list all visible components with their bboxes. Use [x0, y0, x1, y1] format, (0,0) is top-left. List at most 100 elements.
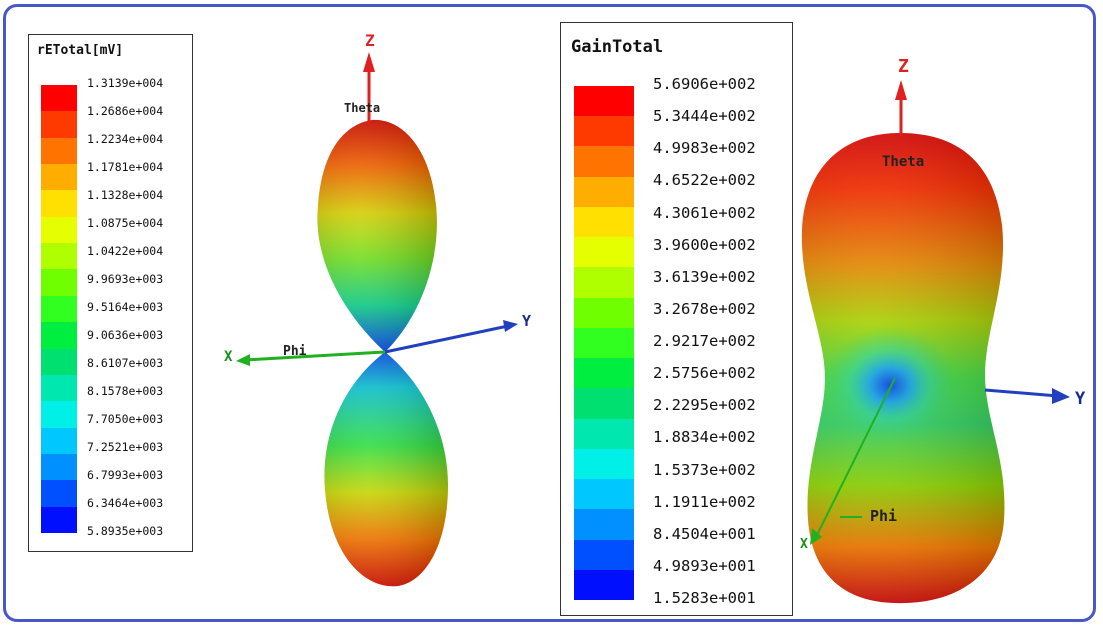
y-axis-line: [384, 324, 509, 354]
colorbar-swatch: [574, 86, 634, 117]
colorbar-swatch: [41, 480, 77, 508]
legend-tick-label: 3.6139e+002: [653, 267, 756, 286]
retotal-axes: Z Theta Y X Phi: [224, 31, 531, 366]
colorbar-swatch: [574, 116, 634, 147]
colorbar-swatch: [574, 206, 634, 238]
colorbar-swatch: [41, 322, 77, 350]
legend-tick-label: 5.6906e+002: [653, 75, 756, 93]
legend-tick-label: 7.7050e+003: [87, 412, 164, 426]
legend-tick-label: 1.0422e+004: [87, 244, 164, 258]
colorbar-swatch: [41, 506, 77, 534]
colorbar-swatch: [41, 190, 77, 218]
legend-tick-label: 1.2234e+004: [87, 132, 164, 146]
colorbar-swatch: [574, 297, 634, 329]
colorbar-swatch: [41, 427, 77, 455]
colorbar-swatch: [41, 348, 77, 376]
legend-tick-label: 1.8834e+002: [653, 428, 756, 447]
legend-tick-label: 1.5373e+002: [653, 460, 756, 479]
colorbar-swatch: [574, 418, 634, 450]
y-axis-label: Y: [1075, 389, 1086, 409]
legend-tick-label: 6.7993e+003: [87, 468, 164, 482]
colorbar-swatch: [574, 448, 634, 480]
y-axis-arrow: [1052, 388, 1070, 404]
colorbar: [574, 86, 634, 601]
colorbar: [41, 85, 77, 534]
colorbar-swatch: [574, 146, 634, 178]
x-axis-line: [816, 377, 896, 536]
colorbar-swatch: [574, 358, 634, 389]
legend-gaintotal: GainTotal 5.6906e+002 5.3444e+002 4.9983e+…: [560, 22, 793, 616]
colorbar-swatch: [41, 269, 77, 297]
legend-tick-label: 4.9893e+001: [653, 556, 756, 575]
colorbar-swatch: [574, 539, 634, 571]
colorbar-swatch: [41, 401, 77, 429]
legend-tick-label: 9.0636e+003: [87, 328, 164, 342]
colorbar-swatch: [41, 85, 77, 112]
legend-title: GainTotal: [571, 37, 664, 57]
colorbar-swatch: [574, 237, 634, 268]
legend-tick-label: 4.6522e+002: [653, 171, 756, 190]
theta-label: Theta: [344, 101, 380, 115]
colorbar-swatch: [574, 509, 634, 541]
colorbar-swatch: [574, 479, 634, 510]
colorbar-swatch: [41, 216, 77, 244]
colorbar-swatch: [574, 176, 634, 208]
phi-label: Phi: [283, 344, 307, 359]
legend-tick-label: 5.8935e+003: [87, 524, 164, 538]
colorbar-swatch: [41, 137, 77, 165]
colorbar-swatch: [41, 164, 77, 191]
legend-tick-label: 5.3444e+002: [653, 107, 756, 126]
z-axis-arrow: [895, 80, 907, 100]
legend-tick-label: 1.2686e+004: [87, 104, 164, 118]
theta-label: Theta: [882, 154, 924, 170]
x-axis-arrow: [236, 354, 250, 366]
legend-tick-label: 1.1328e+004: [87, 188, 164, 202]
legend-tick-label: 1.0875e+004: [87, 216, 164, 230]
legend-tick-label: 9.9693e+003: [87, 272, 164, 286]
legend-tick-label: 2.2295e+002: [653, 396, 756, 415]
legend-tick-label: 7.2521e+003: [87, 440, 164, 454]
colorbar-swatch: [41, 243, 77, 270]
colorbar-swatch: [41, 111, 77, 139]
z-axis-label: Z: [898, 56, 909, 77]
retotal-lower-lobe: [324, 352, 448, 587]
legend-tick-label: 1.1911e+002: [653, 492, 756, 511]
legend-tick-label: 4.3061e+002: [653, 203, 756, 222]
gaintotal-axes: Z Theta Y X Phi: [800, 56, 1086, 552]
x-axis-arrow: [810, 528, 822, 545]
colorbar-swatch: [574, 327, 634, 359]
z-axis-label: Z: [365, 31, 375, 50]
phi-label: Phi: [870, 507, 897, 525]
legend-tick-label: 1.1781e+004: [87, 160, 164, 174]
y-axis-line: [984, 388, 1059, 398]
colorbar-swatch: [574, 569, 634, 601]
colorbar-swatch: [41, 453, 77, 481]
y-axis-arrow: [503, 320, 518, 332]
colorbar-swatch: [41, 295, 77, 323]
colorbar-swatch: [574, 267, 634, 299]
legend-tick-label: 3.9600e+002: [653, 235, 756, 254]
colorbar-swatch: [574, 388, 634, 420]
legend-tick-label: 6.3464e+003: [87, 496, 164, 510]
legend-tick-label: 2.9217e+002: [653, 332, 756, 350]
y-axis-label: Y: [522, 312, 531, 330]
legend-tick-label: 4.9983e+002: [653, 139, 756, 158]
legend-tick-label: 8.6107e+003: [87, 356, 164, 370]
x-axis-label: X: [800, 537, 808, 552]
z-axis-arrow: [363, 52, 375, 72]
legend-tick-label: 3.2678e+002: [653, 299, 756, 318]
gaintotal-3d-body: [801, 133, 1005, 604]
x-axis-line: [244, 350, 386, 362]
legend-tick-label: 9.5164e+003: [87, 300, 164, 314]
x-axis-label: X: [224, 349, 233, 365]
legend-title: rETotal[mV]: [37, 43, 124, 58]
legend-tick-label: 8.4504e+001: [653, 524, 756, 543]
colorbar-swatch: [41, 374, 77, 402]
legend-retotal: rETotal[mV] 1.3139e+004 1.2686e+004 1.2234…: [28, 34, 193, 552]
legend-tick-label: 1.5283e+001: [653, 589, 756, 607]
legend-tick-label: 8.1578e+003: [87, 384, 164, 398]
legend-tick-label: 1.3139e+004: [87, 76, 164, 90]
legend-tick-label: 2.5756e+002: [653, 364, 756, 383]
retotal-upper-lobe: [317, 119, 437, 352]
